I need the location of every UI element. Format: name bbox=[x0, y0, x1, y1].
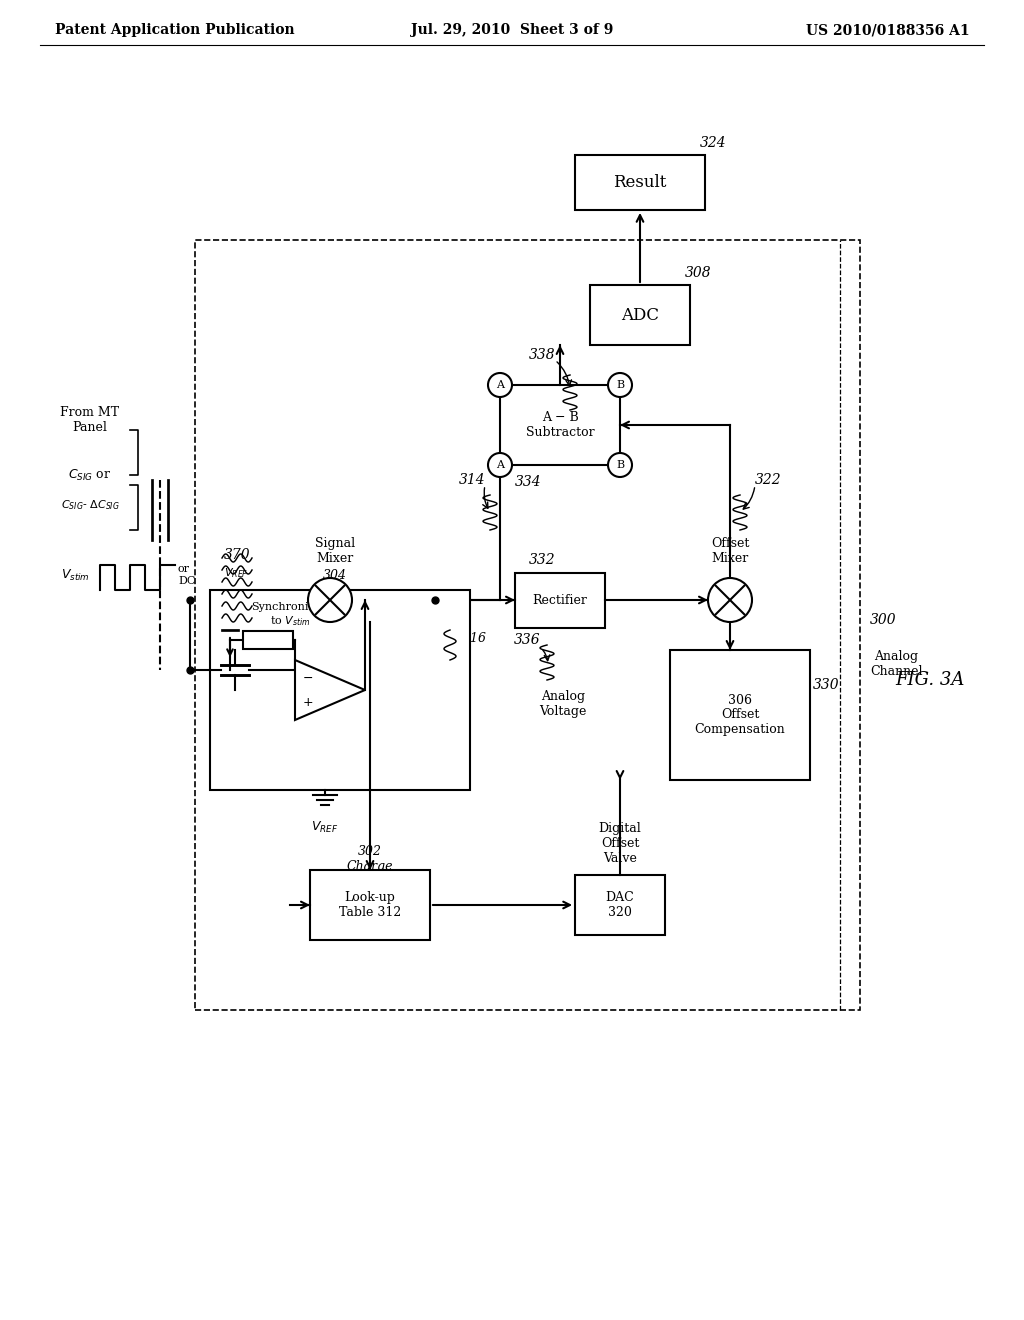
Text: $C_{SIG}$- $\Delta C_{SIG}$: $C_{SIG}$- $\Delta C_{SIG}$ bbox=[60, 498, 120, 512]
Text: A − B
Subtractor: A − B Subtractor bbox=[525, 411, 594, 440]
Bar bbox=[210, 590, 470, 789]
Bar bbox=[195, 240, 860, 1010]
Text: 300: 300 bbox=[870, 612, 897, 627]
Text: 338: 338 bbox=[528, 348, 555, 362]
Text: 334: 334 bbox=[515, 475, 542, 488]
Text: US 2010/0188356 A1: US 2010/0188356 A1 bbox=[806, 22, 970, 37]
Text: 324: 324 bbox=[700, 136, 727, 150]
Text: Look-up
Table 312: Look-up Table 312 bbox=[339, 891, 401, 919]
Text: 336: 336 bbox=[513, 634, 540, 647]
Text: Analog
Channel: Analog Channel bbox=[870, 649, 923, 678]
Text: 308: 308 bbox=[685, 267, 712, 280]
Text: 322: 322 bbox=[755, 473, 781, 487]
Circle shape bbox=[488, 453, 512, 477]
Circle shape bbox=[488, 374, 512, 397]
Bar bbox=[500, 385, 620, 465]
Circle shape bbox=[608, 374, 632, 397]
Text: Digital
Offset
Valve: Digital Offset Valve bbox=[599, 822, 641, 865]
Text: A: A bbox=[496, 380, 504, 389]
Text: FIG. 3A: FIG. 3A bbox=[895, 671, 965, 689]
Circle shape bbox=[608, 453, 632, 477]
Text: $V_{REF}$: $V_{REF}$ bbox=[224, 566, 249, 579]
Text: ADC: ADC bbox=[621, 306, 659, 323]
Bar bbox=[670, 649, 810, 780]
Text: 302
Charge
Amplifier: 302 Charge Amplifier bbox=[341, 845, 399, 888]
Circle shape bbox=[708, 578, 752, 622]
Text: Result: Result bbox=[613, 174, 667, 191]
Text: or
DC: or DC bbox=[178, 564, 196, 586]
Text: −: − bbox=[303, 672, 313, 685]
Bar bbox=[590, 285, 690, 345]
Text: $V_{stim}$: $V_{stim}$ bbox=[60, 568, 89, 582]
Text: 370: 370 bbox=[224, 548, 251, 562]
Circle shape bbox=[308, 578, 352, 622]
Text: Offset
Mixer: Offset Mixer bbox=[711, 537, 750, 565]
Bar bbox=[515, 573, 605, 627]
Text: 332: 332 bbox=[528, 553, 555, 568]
Text: 316: 316 bbox=[463, 632, 487, 645]
Text: From MT
Panel: From MT Panel bbox=[60, 407, 120, 434]
Text: $C_{SIG}$ or: $C_{SIG}$ or bbox=[69, 467, 112, 483]
Text: $F_{stim}$: $F_{stim}$ bbox=[445, 615, 472, 630]
Text: A: A bbox=[496, 459, 504, 470]
Polygon shape bbox=[295, 660, 365, 719]
Bar bbox=[575, 875, 665, 935]
Text: Signal
Mixer: Signal Mixer bbox=[315, 537, 355, 565]
Text: B: B bbox=[616, 380, 624, 389]
Text: 306
Offset
Compensation: 306 Offset Compensation bbox=[694, 693, 785, 737]
Text: Jul. 29, 2010  Sheet 3 of 9: Jul. 29, 2010 Sheet 3 of 9 bbox=[411, 22, 613, 37]
Bar bbox=[243, 631, 293, 649]
Bar bbox=[575, 154, 705, 210]
Text: 314: 314 bbox=[459, 473, 485, 487]
Text: 304: 304 bbox=[323, 569, 347, 582]
Text: +: + bbox=[303, 696, 313, 709]
Text: DAC
320: DAC 320 bbox=[605, 891, 635, 919]
Text: 330: 330 bbox=[813, 678, 840, 692]
Text: Synchronized
to $V_{stim}$: Synchronized to $V_{stim}$ bbox=[252, 602, 329, 628]
Text: B: B bbox=[616, 459, 624, 470]
Bar bbox=[310, 870, 430, 940]
Text: Rectifier: Rectifier bbox=[532, 594, 588, 606]
Text: $V_{REF}$: $V_{REF}$ bbox=[311, 820, 339, 836]
Text: Analog
Voltage: Analog Voltage bbox=[540, 690, 587, 718]
Text: Patent Application Publication: Patent Application Publication bbox=[55, 22, 295, 37]
